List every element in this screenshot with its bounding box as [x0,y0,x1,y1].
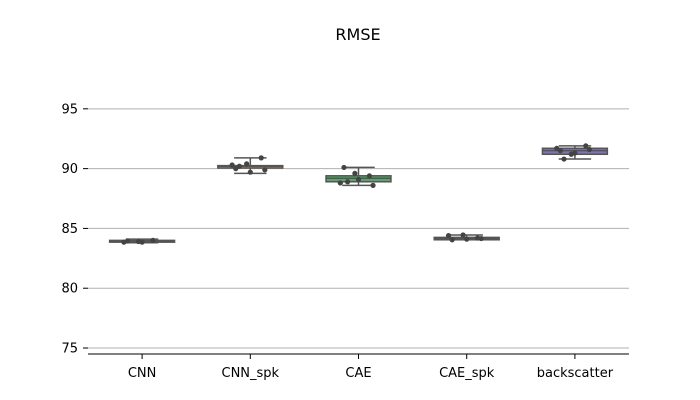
data-point [262,167,268,173]
y-tick-label: 95 [61,102,78,117]
data-point [366,173,373,179]
x-tick-label: CAE_spk [439,366,495,381]
data-point [258,155,264,161]
data-point [150,237,156,243]
data-point [370,182,376,188]
data-point [460,232,466,238]
box-CAE [325,166,392,187]
y-tick-label: 80 [61,282,78,297]
data-point [139,239,145,245]
y-tick-label: 85 [61,222,78,237]
x-tick-label: CAE [345,366,371,381]
data-point [445,232,452,239]
data-point [464,236,470,242]
chart-title: RMSE [335,25,380,44]
data-point [236,163,242,169]
data-point [449,237,455,243]
data-point [583,143,589,149]
data-point [478,235,484,242]
y-tick-label: 75 [61,342,78,357]
data-point [124,238,131,244]
data-point [229,162,235,168]
x-tick-label: CNN [128,366,157,381]
data-point [244,161,250,167]
data-point [337,180,343,186]
data-point [247,169,253,175]
x-tick-label: backscatter [537,366,614,381]
data-point [561,156,567,162]
grid-lines [88,108,629,349]
data-points [121,143,593,245]
axes: 75 80 85 90 95 CNN CNN_spk CAE CAE_spk backscatte… [61,102,629,381]
data-point [572,150,578,156]
data-point [355,176,362,182]
data-point [557,148,563,154]
data-point [352,170,358,177]
data-point [341,164,347,171]
data-point [344,179,351,185]
y-tick-label: 90 [61,162,78,177]
x-tick-label: CNN_spk [222,366,280,381]
data-point [586,146,593,153]
